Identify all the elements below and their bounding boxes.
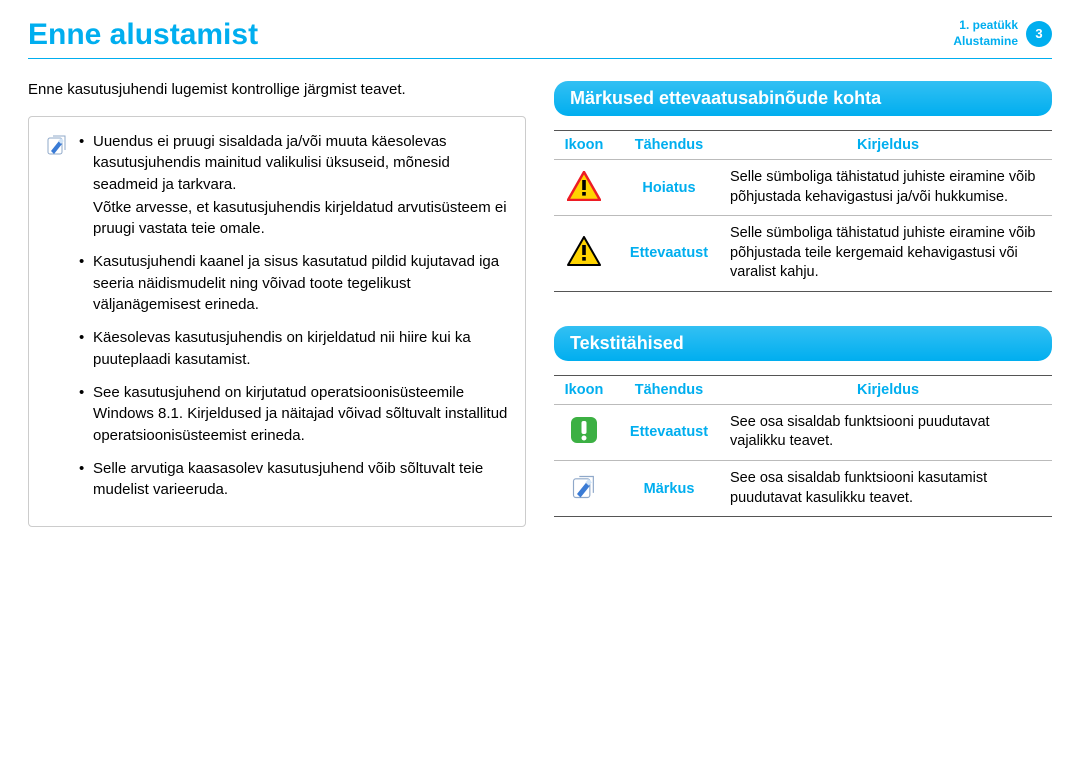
meaning-cell: Hoiatus: [614, 160, 724, 216]
bullet-list: Uuendus ei pruugi sisaldada ja/või muuta…: [79, 131, 509, 512]
chapter-text: 1. peatükk Alustamine: [953, 18, 1018, 49]
page-header: Enne alustamist 1. peatükk Alustamine 3: [28, 18, 1052, 59]
table-row: Märkus See osa sisaldab funktsiooni kasu…: [554, 460, 1052, 516]
left-column: Enne kasutusjuhendi lugemist kontrollige…: [28, 81, 526, 551]
precautions-table: Ikoon Tähendus Kirjeldus Hoiatus Se: [554, 130, 1052, 292]
page-number-badge: 3: [1026, 21, 1052, 47]
th-desc: Kirjeldus: [724, 131, 1052, 160]
th-desc: Kirjeldus: [724, 375, 1052, 404]
th-icon: Ikoon: [554, 375, 614, 404]
desc-cell: Selle sümboliga tähistatud juhiste eiram…: [724, 160, 1052, 216]
bullet-text: Selle arvutiga kaasasolev kasutusjuhend …: [93, 460, 483, 498]
caution-green-icon: [570, 416, 598, 444]
bullet-text: Käesolevas kasutusjuhendis on kirjeldatu…: [93, 329, 471, 367]
desc-cell: See osa sisaldab funktsiooni puudutavat …: [724, 404, 1052, 460]
bullet-text: Kasutusjuhendi kaanel ja sisus kasutatud…: [93, 253, 499, 313]
list-item: Käesolevas kasutusjuhendis on kirjeldatu…: [79, 327, 509, 370]
table-row: Ettevaatust Selle sümboliga tähistatud j…: [554, 216, 1052, 292]
section-heading-precautions: Märkused ettevaatusabinõude kohta: [554, 81, 1052, 116]
icon-cell: [554, 460, 614, 516]
list-item: Kasutusjuhendi kaanel ja sisus kasutatud…: [79, 251, 509, 315]
th-icon: Ikoon: [554, 131, 614, 160]
table-row: Hoiatus Selle sümboliga tähistatud juhis…: [554, 160, 1052, 216]
th-meaning: Tähendus: [614, 131, 724, 160]
bullet-text: Uuendus ei pruugi sisaldada ja/või muuta…: [93, 133, 450, 193]
list-item: Selle arvutiga kaasasolev kasutusjuhend …: [79, 458, 509, 501]
textmarks-table: Ikoon Tähendus Kirjeldus Ettevaatust: [554, 375, 1052, 517]
note-box: Uuendus ei pruugi sisaldada ja/või muuta…: [28, 116, 526, 527]
page-title: Enne alustamist: [28, 18, 258, 52]
meaning-cell: Ettevaatust: [614, 216, 724, 292]
chapter-block: 1. peatükk Alustamine 3: [953, 18, 1052, 49]
bullet-text: See kasutusjuhend on kirjutatud operatsi…: [93, 384, 507, 444]
meaning-cell: Märkus: [614, 460, 724, 516]
desc-cell: See osa sisaldab funktsiooni kasutamist …: [724, 460, 1052, 516]
bullet-subtext: Võtke arvesse, et kasutusjuhendis kirjel…: [93, 197, 509, 240]
content-area: Enne kasutusjuhendi lugemist kontrollige…: [28, 81, 1052, 551]
section-heading-textmarks: Tekstitähised: [554, 326, 1052, 361]
note-icon: [570, 473, 598, 501]
th-meaning: Tähendus: [614, 375, 724, 404]
warning-red-icon: [567, 171, 601, 201]
chapter-line1: 1. peatükk: [959, 18, 1018, 32]
desc-cell: Selle sümboliga tähistatud juhiste eiram…: [724, 216, 1052, 292]
table-row: Ettevaatust See osa sisaldab funktsiooni…: [554, 404, 1052, 460]
list-item: Uuendus ei pruugi sisaldada ja/või muuta…: [79, 131, 509, 239]
icon-cell: [554, 404, 614, 460]
icon-cell: [554, 216, 614, 292]
meaning-cell: Ettevaatust: [614, 404, 724, 460]
warning-yellow-icon: [567, 236, 601, 266]
note-icon: [45, 133, 69, 157]
list-item: See kasutusjuhend on kirjutatud operatsi…: [79, 382, 509, 446]
chapter-line2: Alustamine: [953, 34, 1018, 48]
intro-text: Enne kasutusjuhendi lugemist kontrollige…: [28, 81, 526, 98]
icon-cell: [554, 160, 614, 216]
right-column: Märkused ettevaatusabinõude kohta Ikoon …: [554, 81, 1052, 551]
